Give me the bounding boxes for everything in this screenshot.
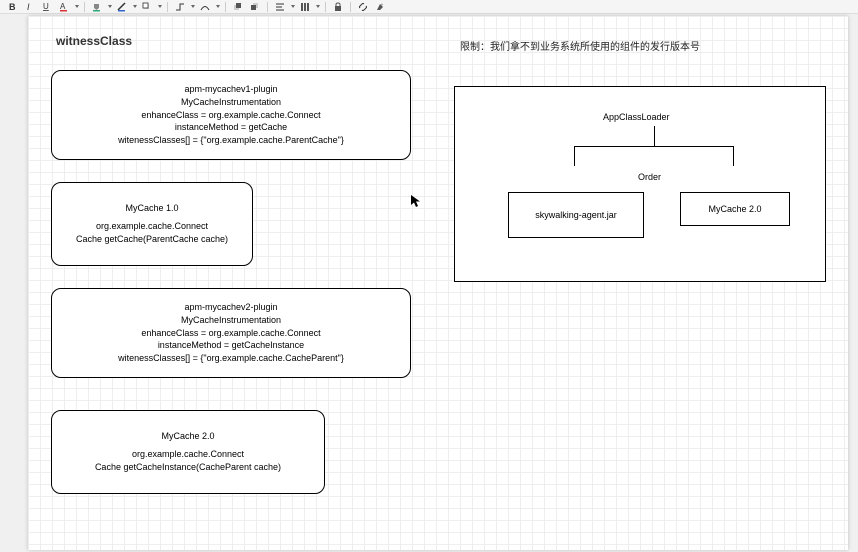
diagram-title: witnessClass [56,34,132,48]
box-line: org.example.cache.Connect [96,220,208,232]
to-front-icon[interactable] [231,1,245,13]
dropdown-caret-icon[interactable] [158,5,162,8]
box-line: Cache getCacheInstance(CacheParent cache… [95,461,281,473]
svg-text:A: A [60,2,66,11]
toolbar-separator [84,2,85,12]
svg-text:I: I [27,2,30,12]
svg-text:U: U [43,2,49,11]
line-color-icon[interactable] [115,1,129,13]
canvas-wrapper: witnessClass 限制：我们拿不到业务系统所使用的组件的发行版本号 ap… [0,14,858,552]
dropdown-caret-icon[interactable] [216,5,220,8]
connector-bracket [574,146,734,166]
dropdown-caret-icon[interactable] [291,5,295,8]
link-icon[interactable] [356,1,370,13]
toolbar-separator [225,2,226,12]
node-mycache2node[interactable]: MyCache 2.0 [680,192,790,226]
box-title: apm-mycachev2-plugin [184,302,277,312]
box-line: enhanceClass = org.example.cache.Connect [141,109,320,121]
diagram-box-plugin2[interactable]: apm-mycachev2-plugin MyCacheInstrumentati… [51,288,411,378]
shadow-icon[interactable] [140,1,154,13]
format-icon[interactable] [373,1,387,13]
toolbar-separator [167,2,168,12]
svg-text:B: B [9,2,16,12]
diagram-canvas[interactable]: witnessClass 限制：我们拿不到业务系统所使用的组件的发行版本号 ap… [28,16,848,550]
dropdown-caret-icon[interactable] [108,5,112,8]
constraint-note: 限制：我们拿不到业务系统所使用的组件的发行版本号 [460,38,700,53]
box-line: instanceMethod = getCache [175,121,287,133]
toolbar: BIUA [0,0,858,14]
waypoints-icon[interactable] [198,1,212,13]
connector-stem [654,126,655,146]
node-agent[interactable]: skywalking-agent.jar [508,192,644,238]
underline-icon[interactable]: U [40,1,54,13]
box-line: enhanceClass = org.example.cache.Connect [141,327,320,339]
box-subtitle: MyCacheInstrumentation [181,97,281,107]
box-title: MyCache 1.0 [125,203,178,213]
lock-icon[interactable] [331,1,345,13]
order-label: Order [638,172,661,182]
connection-icon[interactable] [173,1,187,13]
dropdown-caret-icon[interactable] [133,5,137,8]
dropdown-caret-icon[interactable] [75,5,79,8]
bold-icon[interactable]: B [6,1,20,13]
box-line: org.example.cache.Connect [132,448,244,460]
to-back-icon[interactable] [248,1,262,13]
fill-color-icon[interactable] [90,1,104,13]
toolbar-separator [325,2,326,12]
node-label: skywalking-agent.jar [535,210,617,220]
font-color-icon[interactable]: A [57,1,71,13]
diagram-box-mycache2[interactable]: MyCache 2.0 org.example.cache.ConnectCach… [51,410,325,494]
mouse-cursor-icon [410,194,422,211]
box-line: witenessClasses[] = {"org.example.cache.… [118,352,344,364]
diagram-box-plugin1[interactable]: apm-mycachev1-plugin MyCacheInstrumentati… [51,70,411,160]
node-label: MyCache 2.0 [708,204,761,214]
toolbar-separator [350,2,351,12]
box-title: apm-mycachev1-plugin [184,84,277,94]
dropdown-caret-icon[interactable] [191,5,195,8]
diagram-box-mycache1[interactable]: MyCache 1.0 org.example.cache.ConnectCach… [51,182,253,266]
align-icon[interactable] [273,1,287,13]
box-line: witenessClasses[] = {"org.example.cache.… [118,134,344,146]
dropdown-caret-icon[interactable] [316,5,320,8]
box-line: instanceMethod = getCacheInstance [158,339,304,351]
box-line: Cache getCache(ParentCache cache) [76,233,228,245]
toolbar-separator [267,2,268,12]
box-title: MyCache 2.0 [161,431,214,441]
appclassloader-label: AppClassLoader [603,112,670,122]
distribute-icon[interactable] [298,1,312,13]
italic-icon[interactable]: I [23,1,37,13]
box-subtitle: MyCacheInstrumentation [181,315,281,325]
